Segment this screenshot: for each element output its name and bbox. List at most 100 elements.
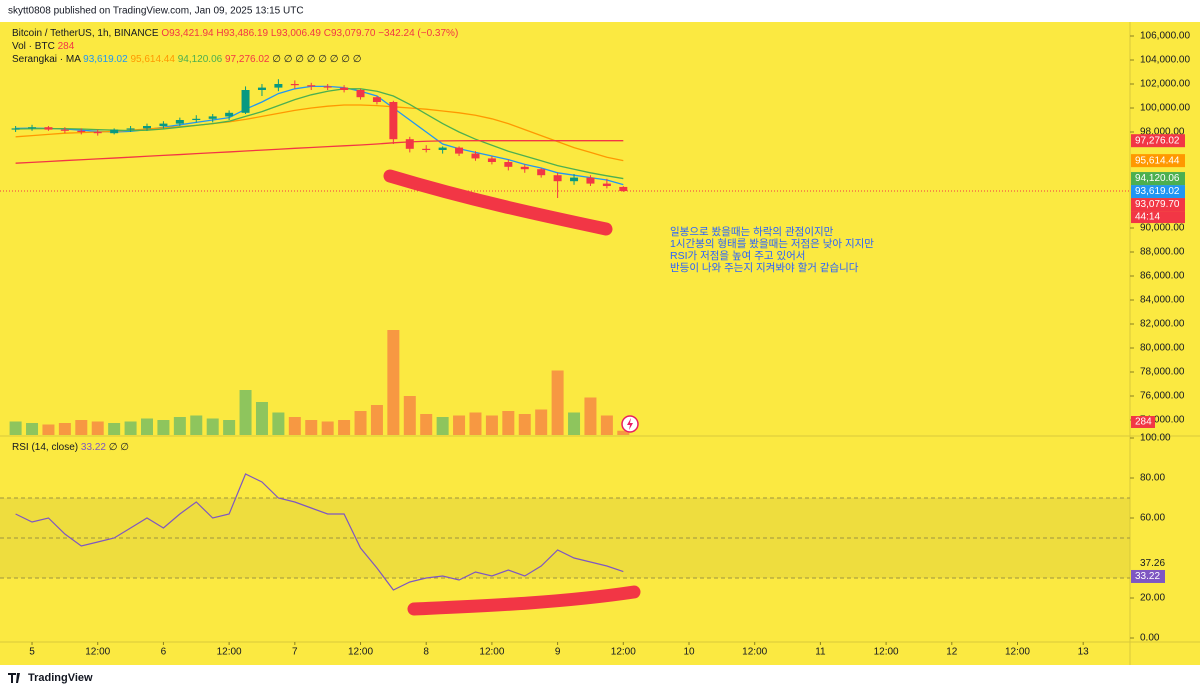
legend-item: 33.22: [81, 442, 106, 453]
legend-line: Vol · BTC 284: [12, 41, 75, 52]
candle-body: [192, 118, 201, 121]
price-badge-label: 93,619.02: [1135, 186, 1180, 197]
y-tick-label: 0.00: [1140, 633, 1160, 644]
price-badge-label: 94,120.06: [1135, 173, 1180, 184]
volume-bar: [387, 330, 400, 435]
alert-bolt: [627, 418, 633, 430]
legend-item: L93,006.49: [271, 28, 321, 39]
y-tick-label: 80,000.00: [1140, 343, 1185, 354]
y-tick-label: 90,000.00: [1140, 223, 1185, 234]
volume-bar: [584, 397, 597, 435]
volume-bar: [305, 420, 318, 435]
price-badge-label: 95,614.44: [1135, 155, 1180, 166]
legend-item: Serangkai · MA: [12, 54, 81, 65]
annotation-line: 반등이 나와 주는지 지켜봐야 할거 같습니다: [670, 261, 859, 274]
volume-bar: [453, 415, 466, 435]
volume-bar: [518, 414, 531, 435]
price-badge-label: 93,079.70: [1135, 199, 1180, 210]
volume-bar: [568, 412, 581, 435]
rsi-line: [15, 473, 624, 591]
candle-body: [570, 177, 579, 182]
x-tick-label: 10: [683, 647, 695, 658]
candle-body: [44, 127, 53, 130]
candle-body: [225, 112, 234, 117]
chart-bg: [0, 22, 1200, 665]
x-tick-label: 12:00: [217, 647, 242, 658]
ma-line: [15, 140, 624, 164]
volume-bar: [140, 418, 153, 435]
candle-body: [290, 84, 299, 86]
x-tick-label: 11: [815, 647, 826, 658]
legend-line: Bitcoin / TetherUS, 1h, BINANCE O93,421.…: [12, 28, 458, 39]
y-tick-label: 60.00: [1140, 513, 1165, 524]
volume-bar: [370, 405, 383, 435]
volume-bar: [321, 421, 334, 435]
x-tick-label: 6: [161, 647, 167, 658]
candle-body: [422, 148, 431, 151]
legend-item: Vol · BTC: [12, 41, 55, 52]
x-tick-label: 12: [946, 647, 958, 658]
candle-body: [60, 129, 69, 131]
y-tick-label: 98,000.00: [1140, 127, 1185, 138]
legend-item: RSI (14, close): [12, 442, 78, 453]
candle-body: [208, 116, 217, 119]
volume-bar: [239, 390, 252, 435]
candle-body: [175, 120, 184, 124]
price-badge: [1131, 134, 1185, 148]
volume-bar: [502, 411, 515, 435]
candle-body: [487, 158, 496, 163]
volume-bar: [338, 420, 351, 435]
volume-bar: [436, 417, 449, 435]
candle-body: [77, 130, 86, 133]
candle-body: [537, 169, 546, 176]
volume-badge-label: 284: [1135, 417, 1152, 428]
volume-bar: [617, 430, 630, 435]
y-tick-label: 104,000.00: [1140, 55, 1190, 66]
legend-item: ∅ ∅ ∅ ∅ ∅ ∅ ∅ ∅: [272, 54, 361, 65]
volume-bar: [9, 421, 22, 435]
candle-body: [619, 186, 628, 192]
candle-body: [356, 90, 365, 98]
y-tick-label: 100.00: [1140, 433, 1171, 444]
legend-item: O93,421.94: [161, 28, 214, 39]
price-badge: [1131, 185, 1185, 199]
x-tick-label: 12:00: [874, 647, 899, 658]
volume-bar: [535, 409, 548, 435]
x-tick-label: 8: [423, 647, 429, 658]
y-tick-label: 88,000.00: [1140, 247, 1185, 258]
x-tick-label: 12:00: [611, 647, 636, 658]
y-tick-label: 106,000.00: [1140, 31, 1190, 42]
legend-item: Bitcoin / TetherUS, 1h, BINANCE: [12, 28, 159, 39]
price-badge-label: 97,276.02: [1135, 135, 1180, 146]
volume-bar: [173, 417, 186, 435]
candle-body: [126, 128, 135, 130]
legend-item: H93,486.19: [216, 28, 268, 39]
volume-bar: [26, 423, 39, 435]
volume-bar: [551, 370, 564, 435]
volume-bar: [91, 421, 104, 435]
volume-bar: [420, 414, 433, 435]
candle-body: [602, 183, 611, 187]
volume-bar: [108, 423, 121, 435]
volume-bar: [485, 415, 498, 435]
volume-bar: [255, 402, 268, 435]
volume-bar: [42, 424, 55, 435]
legend-item: C93,079.70: [324, 28, 376, 39]
price-badge: [1131, 172, 1185, 186]
legend-line: Serangkai · MA 93,619.02 95,614.44 94,12…: [12, 54, 361, 65]
x-tick-label: 12:00: [742, 647, 767, 658]
candle-body: [307, 85, 316, 87]
candle-body: [241, 90, 250, 113]
candle-body: [455, 147, 464, 154]
volume-bar: [354, 411, 367, 435]
price-badge: [1131, 198, 1185, 212]
candle-body: [93, 132, 102, 134]
countdown-badge: [1131, 211, 1185, 224]
legend-item: 93,619.02: [83, 54, 128, 65]
footer-brand: TradingView: [28, 672, 93, 684]
logo: [8, 673, 20, 683]
volume-bar: [272, 412, 285, 435]
x-tick-label: 12:00: [85, 647, 110, 658]
